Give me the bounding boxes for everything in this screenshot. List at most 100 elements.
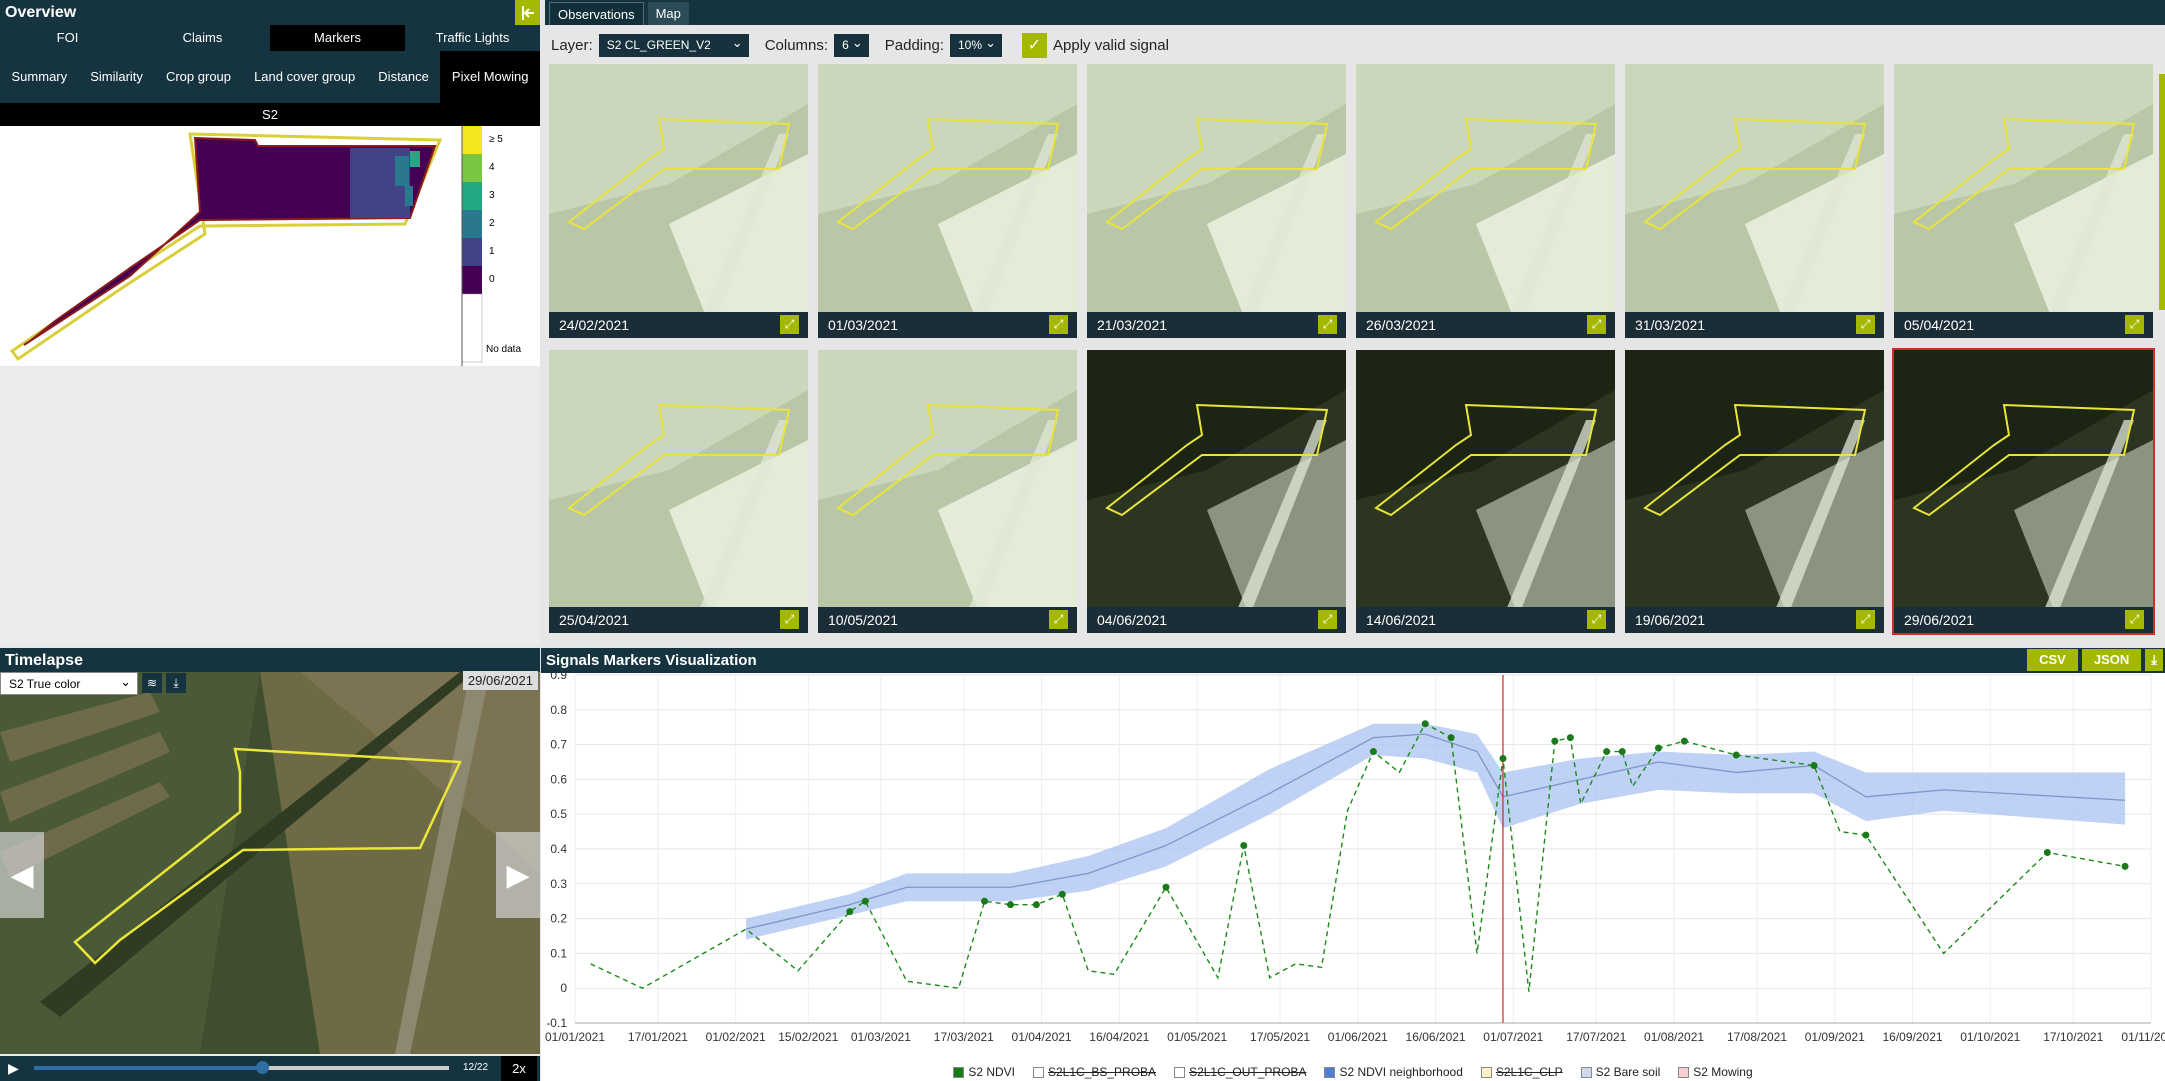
layers-icon[interactable]: ≋	[142, 673, 162, 693]
observation-tile[interactable]: 25/04/2021 ⤢	[549, 350, 808, 633]
legend-item[interactable]: S2L1C_CLP	[1480, 1063, 1563, 1081]
legend-label: S2 NDVI neighborhood	[1339, 1065, 1463, 1079]
legend-item[interactable]: S2L1C_BS_PROBA	[1033, 1063, 1156, 1081]
ndvi-point	[1680, 737, 1688, 745]
download-icon[interactable]: ⤓	[2145, 649, 2163, 671]
ndvi-point	[1032, 901, 1040, 909]
x-tick-label: 17/05/2021	[1250, 1030, 1310, 1044]
x-tick-label: 01/05/2021	[1167, 1030, 1227, 1044]
legend-item[interactable]: S2L1C_OUT_PROBA	[1174, 1063, 1306, 1081]
layer-select[interactable]: S2 CL_GREEN_V2	[598, 31, 749, 57]
y-tick-label: -0.1	[546, 1016, 567, 1030]
legend-item[interactable]: S2 Mowing	[1678, 1063, 1753, 1081]
tile-date: 29/06/2021	[1894, 607, 2153, 633]
overview-title-text: Overview	[5, 4, 77, 21]
timelapse-image	[0, 672, 540, 1054]
x-tick-label: 01/03/2021	[851, 1030, 911, 1044]
expand-icon[interactable]: ⤢	[1587, 315, 1606, 334]
observation-scrollbar[interactable]	[2159, 74, 2165, 310]
expand-icon[interactable]: ⤢	[1318, 315, 1337, 334]
expand-icon[interactable]: ⤢	[1856, 610, 1875, 629]
tab-traffic-lights[interactable]: Traffic Lights	[435, 30, 510, 45]
apply-valid-signal-checkbox[interactable]: ✓	[1022, 32, 1047, 58]
expand-icon[interactable]: ⤢	[1049, 610, 1068, 629]
legend-item[interactable]: S2 Bare soil	[1580, 1063, 1660, 1081]
y-tick-label: 0.6	[550, 772, 567, 786]
observation-tile[interactable]: 24/02/2021 ⤢	[549, 64, 808, 338]
pixel-mowing-map: ≥ 5 4 3 2 1 0 No data	[0, 126, 540, 366]
x-tick-label: 17/08/2021	[1727, 1030, 1787, 1044]
tab-observations[interactable]: Observations	[549, 2, 644, 25]
tile-image	[1087, 350, 1346, 607]
timelapse-slider[interactable]	[34, 1061, 449, 1074]
csv-button[interactable]: CSV	[2027, 649, 2078, 671]
previous-frame-button[interactable]: ◀	[0, 832, 44, 918]
timelapse-layer-select[interactable]: S2 True color	[0, 670, 138, 695]
legend-label: S2 Mowing	[1693, 1065, 1753, 1079]
expand-icon[interactable]: ⤢	[780, 315, 799, 334]
y-tick-label: 0	[560, 981, 567, 995]
tile-image	[549, 350, 808, 607]
tab-summary[interactable]: Summary	[11, 69, 68, 84]
expand-icon[interactable]: ⤢	[1587, 610, 1606, 629]
x-tick-label: 15/02/2021	[778, 1030, 838, 1044]
x-tick-label: 01/09/2021	[1805, 1030, 1865, 1044]
tile-image	[1894, 350, 2153, 607]
observation-tile[interactable]: 10/05/2021 ⤢	[818, 350, 1077, 633]
timelapse-panel: Timelapse S2 True color ≋ ⤓ 29/06/2021 ◀…	[0, 648, 540, 1081]
observation-tile[interactable]: 19/06/2021 ⤢	[1625, 350, 1884, 633]
x-tick-label: 16/04/2021	[1089, 1030, 1149, 1044]
tab-similarity[interactable]: Similarity	[90, 69, 143, 84]
legend-item[interactable]: S2 NDVI neighborhood	[1324, 1063, 1463, 1081]
expand-icon[interactable]: ⤢	[2125, 315, 2144, 334]
timelapse-satellite-svg	[0, 672, 540, 1054]
observation-tile[interactable]: 05/04/2021 ⤢	[1894, 64, 2153, 338]
tab-foi[interactable]: FOI	[56, 30, 79, 45]
ndvi-point	[846, 908, 854, 916]
expand-icon[interactable]: ⤢	[1049, 315, 1068, 334]
observation-tile[interactable]: 31/03/2021 ⤢	[1625, 64, 1884, 338]
json-button[interactable]: JSON	[2081, 649, 2142, 671]
tab-distance[interactable]: Distance	[378, 69, 429, 84]
collapse-panel-button[interactable]	[515, 0, 540, 25]
sensor-label: S2	[0, 103, 540, 126]
next-frame-button[interactable]: ▶	[496, 832, 540, 918]
tile-image	[549, 64, 808, 312]
timelapse-controls: S2 True color ≋ ⤓	[0, 670, 540, 695]
padding-label: Padding:	[884, 36, 944, 54]
tile-date: 10/05/2021	[818, 607, 1077, 633]
tab-map[interactable]: Map	[647, 2, 689, 25]
export-buttons: CSV JSON ⤓	[2027, 649, 2163, 671]
observations-tabs: Observations Map	[545, 0, 2165, 25]
tab-markers[interactable]: Markers	[270, 25, 405, 51]
tab-land-cover-group[interactable]: Land cover group	[254, 69, 356, 84]
observation-tile[interactable]: 01/03/2021 ⤢	[818, 64, 1077, 338]
play-icon[interactable]: ▶	[8, 1060, 19, 1076]
tile-date: 14/06/2021	[1356, 607, 1615, 633]
tile-date: 25/04/2021	[549, 607, 808, 633]
legend-item[interactable]: S2 NDVI	[953, 1063, 1015, 1081]
expand-icon[interactable]: ⤢	[1318, 610, 1337, 629]
observation-tile[interactable]: 26/03/2021 ⤢	[1356, 64, 1615, 338]
signals-title-text: Signals Markers Visualization	[546, 652, 757, 669]
colorbar-tick-0: 0	[489, 274, 495, 285]
chart-legend: S2 NDVI S2L1C_BS_PROBA S2L1C_OUT_PROBA S2 N…	[541, 1063, 2165, 1081]
columns-select[interactable]: 6	[834, 31, 869, 57]
observation-tile[interactable]: 21/03/2021 ⤢	[1087, 64, 1346, 338]
observation-tile[interactable]: 04/06/2021 ⤢	[1087, 350, 1346, 633]
tab-pixel-mowing[interactable]: Pixel Mowing	[440, 51, 541, 103]
tab-claims[interactable]: Claims	[182, 30, 223, 45]
download-icon[interactable]: ⤓	[166, 673, 186, 693]
tile-date: 19/06/2021	[1625, 607, 1884, 633]
observation-tile[interactable]: 29/06/2021 ⤢	[1892, 348, 2155, 635]
observation-tile[interactable]: 14/06/2021 ⤢	[1356, 350, 1615, 633]
expand-icon[interactable]: ⤢	[780, 610, 799, 629]
expand-icon[interactable]: ⤢	[2125, 610, 2144, 629]
ndvi-point	[1421, 720, 1429, 728]
expand-icon[interactable]: ⤢	[1856, 315, 1875, 334]
speed-button[interactable]: 2x	[501, 1056, 537, 1081]
tab-crop-group[interactable]: Crop group	[165, 69, 232, 84]
tile-image	[1894, 64, 2153, 312]
padding-select[interactable]: 10%	[949, 31, 1002, 57]
legend-label: S2L1C_OUT_PROBA	[1189, 1065, 1307, 1079]
